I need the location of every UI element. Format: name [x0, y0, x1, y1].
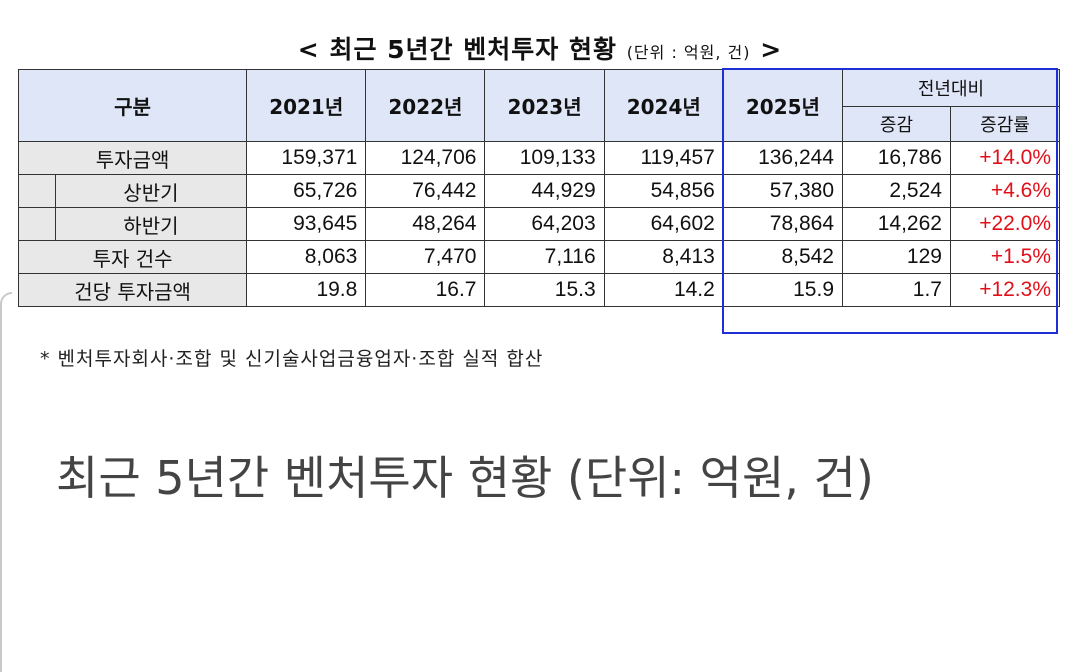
- table-cell: 14.2: [603, 273, 724, 307]
- table-cell: 64,602: [603, 207, 724, 241]
- table-cell: 14,262: [842, 207, 951, 241]
- header-yoy-group: 전년대비: [842, 69, 1060, 107]
- table-cell: 65,726: [246, 174, 367, 208]
- indent-cell: [18, 174, 56, 208]
- table-cell: 78,864: [722, 207, 844, 241]
- table-cell: 136,244: [722, 141, 844, 175]
- card-edge: [0, 292, 12, 672]
- rate-cell: +4.6%: [949, 174, 1061, 208]
- table-cell: 8,413: [603, 240, 724, 274]
- table-row: 하반기 93,645 48,264 64,203 64,602 78,864 1…: [18, 207, 1061, 241]
- header-yoy-change: 증감: [842, 106, 951, 142]
- table-cell: 7,470: [365, 240, 486, 274]
- table-cell: 8,542: [722, 240, 844, 274]
- row-label: 하반기: [54, 207, 248, 241]
- footnote: * 벤처투자회사·조합 및 신기술사업금융업자·조합 실적 합산: [40, 348, 544, 370]
- table-cell: 8,063: [246, 240, 367, 274]
- row-label: 상반기: [54, 174, 248, 208]
- table-row: 투자 건수 8,063 7,470 7,116 8,413 8,542 129 …: [17, 240, 1061, 274]
- table-cell: 15.3: [484, 273, 605, 307]
- table-cell: 2,524: [842, 174, 951, 208]
- rate-cell: +12.3%: [949, 273, 1061, 307]
- table-cell: 93,645: [246, 207, 367, 241]
- table-cell: 124,706: [365, 141, 486, 175]
- table-cell: 15.9: [722, 273, 844, 307]
- table-row: 건당 투자금액 19.8 16.7 15.3 14.2 15.9 1.7 +12…: [17, 273, 1061, 307]
- header-year-2024: 2024년: [603, 69, 724, 142]
- table-cell: 7,116: [484, 240, 605, 274]
- venture-investment-table: 구분 2021년 2022년 2023년 2024년 2025년 전년대비 증감…: [17, 68, 1061, 334]
- table-title: < 최근 5년간 벤처투자 현황 (단위 : 억원, 건) >: [0, 30, 1080, 66]
- header-year-2025: 2025년: [722, 69, 844, 142]
- table-cell: 159,371: [246, 141, 367, 175]
- table-cell: 16.7: [365, 273, 486, 307]
- rate-cell: +1.5%: [949, 240, 1061, 274]
- table-cell: 76,442: [365, 174, 486, 208]
- header-year-2021: 2021년: [246, 69, 367, 142]
- row-label: 건당 투자금액: [17, 273, 248, 307]
- rate-cell: +14.0%: [949, 141, 1061, 175]
- table-cell: 54,856: [603, 174, 724, 208]
- table-cell: 44,929: [484, 174, 605, 208]
- row-label: 투자금액: [17, 141, 248, 175]
- table-title-unit: (단위 : 억원, 건): [626, 43, 751, 62]
- table-cell: 109,133: [484, 141, 605, 175]
- image-caption: 최근 5년간 벤처투자 현황 (단위: 억원, 건): [56, 451, 874, 505]
- header-yoy-rate: 증감률: [949, 106, 1061, 142]
- table-title-text: < 최근 5년간 벤처투자 현황: [297, 35, 617, 64]
- table-cell: 48,264: [365, 207, 486, 241]
- table-cell: 129: [842, 240, 951, 274]
- table-row: 상반기 65,726 76,442 44,929 54,856 57,380 2…: [18, 174, 1061, 208]
- table-cell: 16,786: [842, 141, 951, 175]
- header-year-2023: 2023년: [484, 69, 605, 142]
- indent-cell: [18, 207, 56, 241]
- table-cell: 57,380: [722, 174, 844, 208]
- table-cell: 1.7: [842, 273, 951, 307]
- table-cell: 119,457: [603, 141, 724, 175]
- table-cell: 64,203: [484, 207, 605, 241]
- header-year-2022: 2022년: [365, 69, 486, 142]
- table-cell: 19.8: [246, 273, 367, 307]
- header-category: 구분: [17, 69, 248, 142]
- rate-cell: +22.0%: [949, 207, 1061, 241]
- table-title-suffix: >: [760, 35, 783, 64]
- table-row: 투자금액 159,371 124,706 109,133 119,457 136…: [17, 141, 1061, 175]
- row-label: 투자 건수: [17, 240, 248, 274]
